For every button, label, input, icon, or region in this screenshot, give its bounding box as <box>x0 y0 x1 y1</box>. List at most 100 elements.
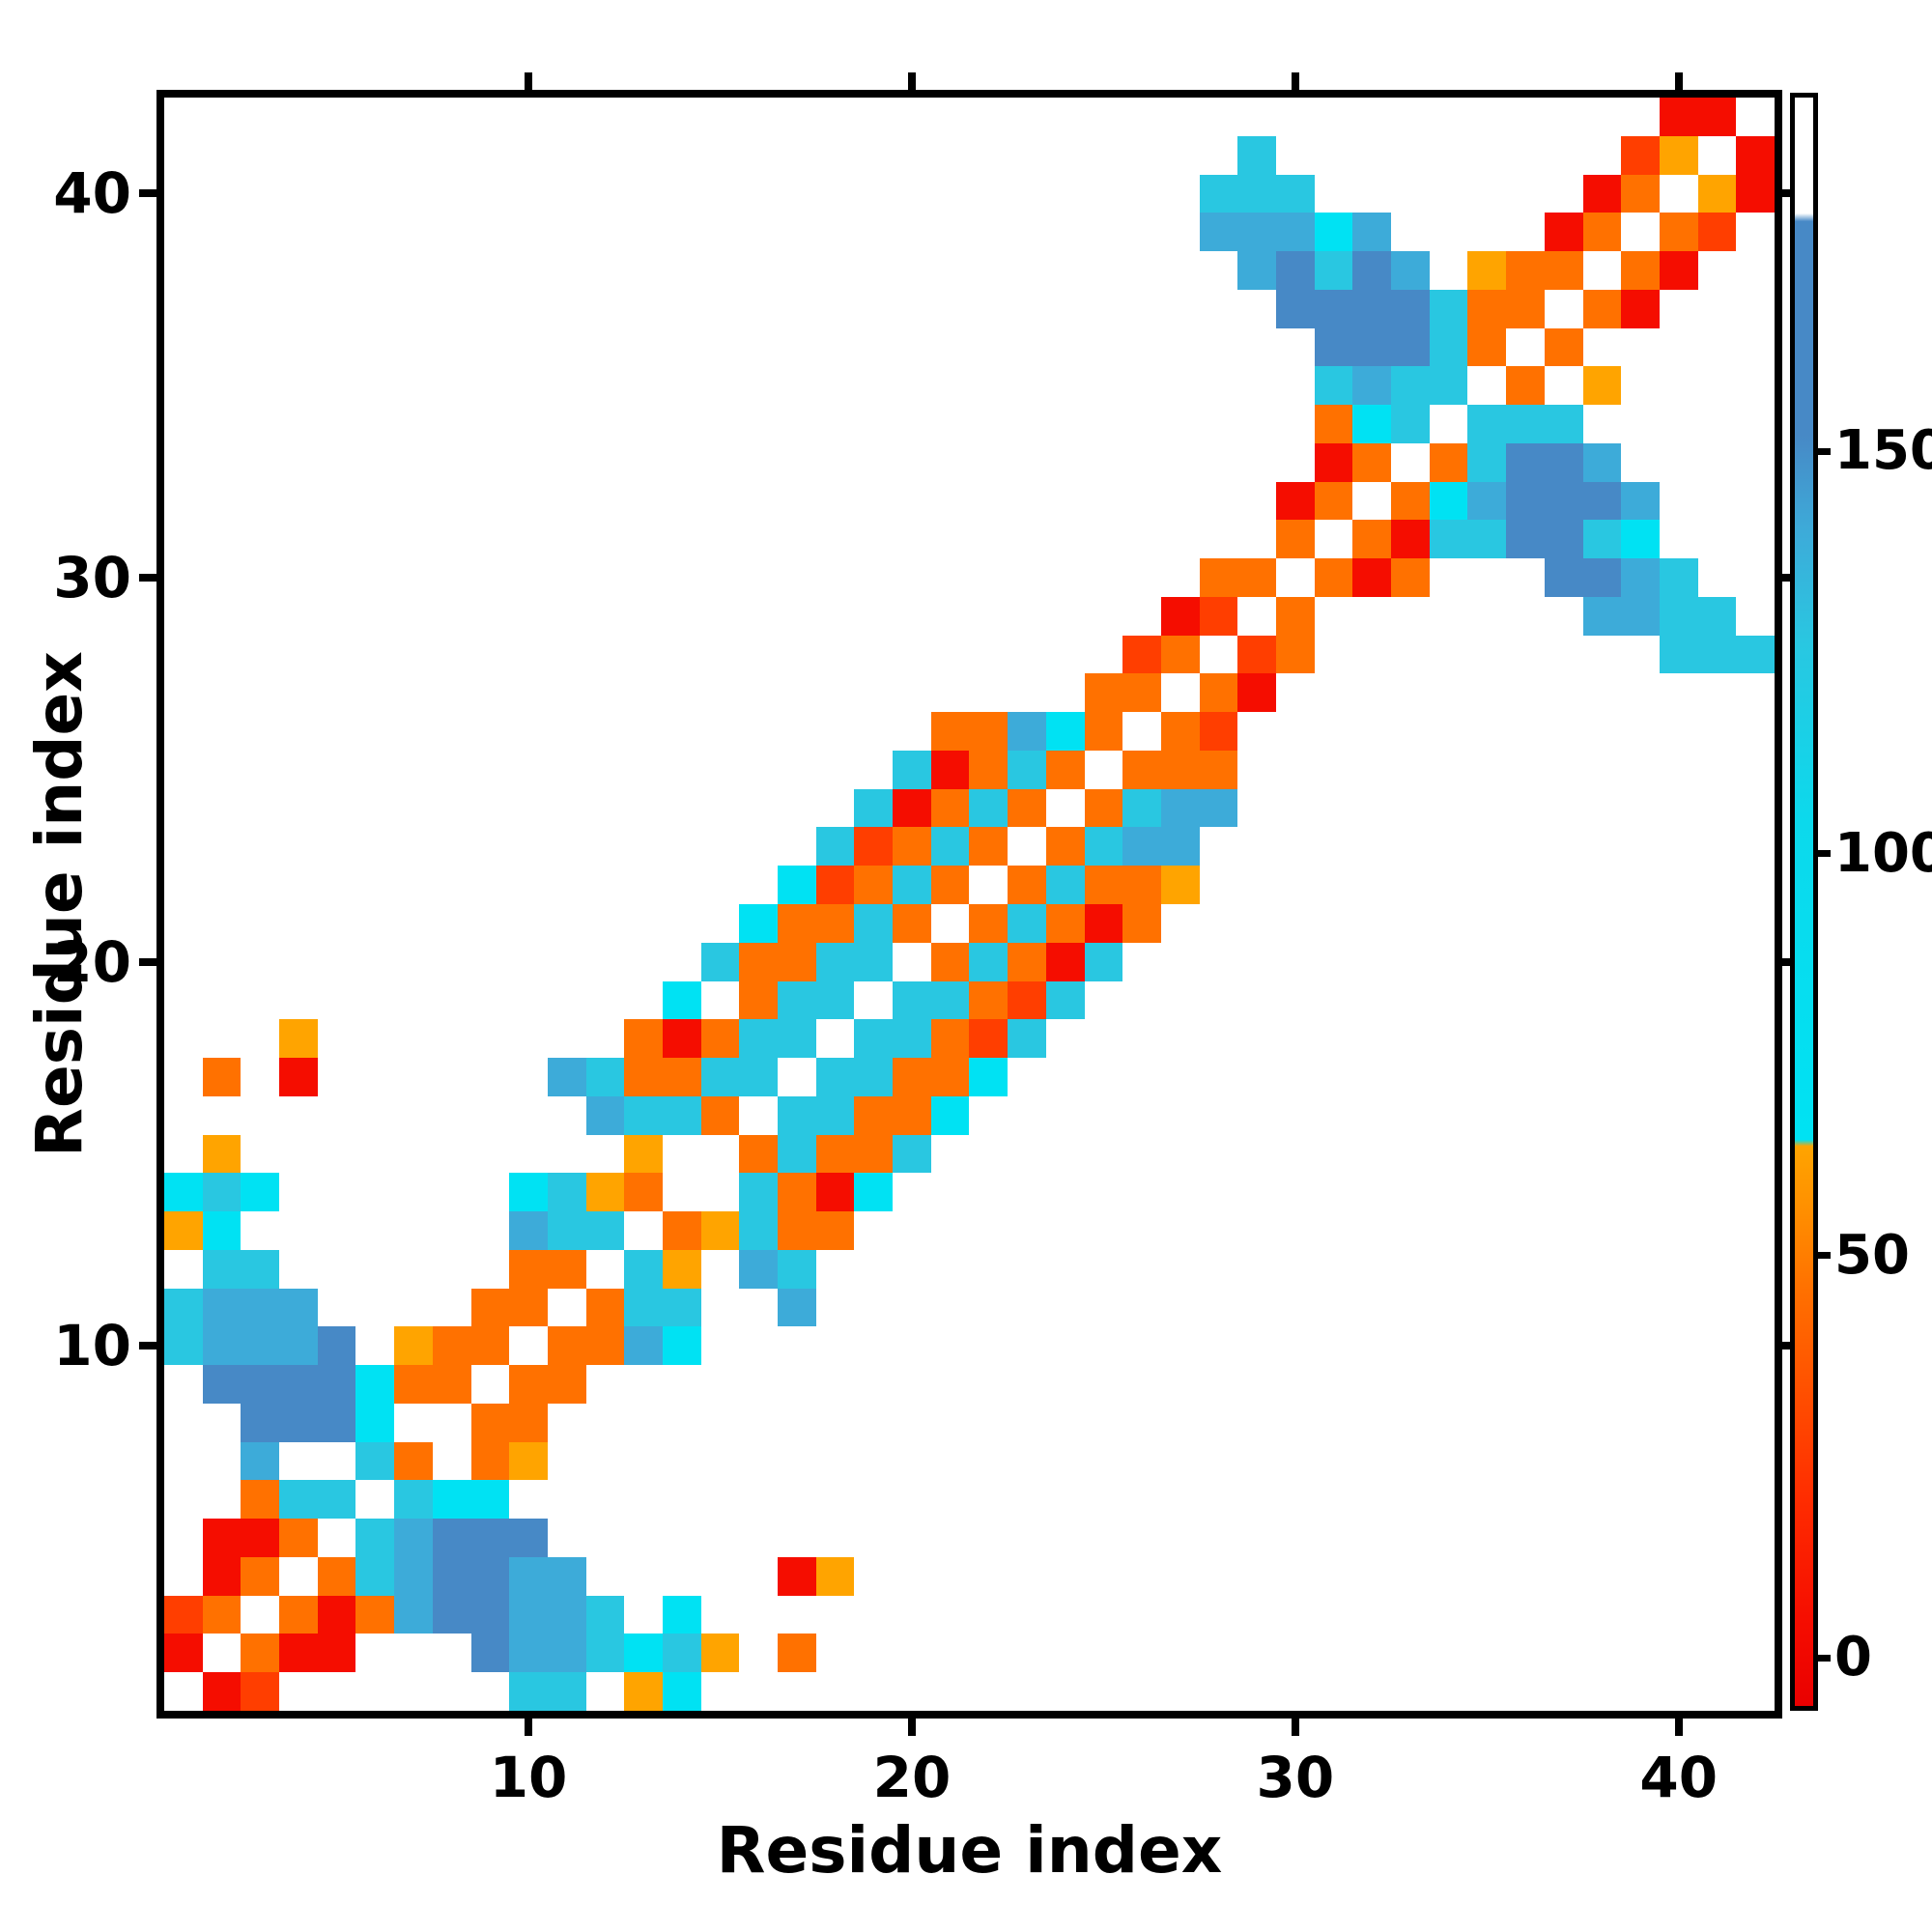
heatmap-cell <box>1430 1096 1468 1135</box>
heatmap-cell <box>1430 1480 1468 1519</box>
heatmap-cell <box>1008 1519 1046 1557</box>
heatmap-cell <box>1430 1519 1468 1557</box>
heatmap-cell <box>1583 1211 1622 1250</box>
heatmap-cell <box>893 1058 931 1096</box>
heatmap-cell <box>203 290 242 328</box>
heatmap-cell <box>816 482 855 521</box>
heatmap-cell <box>509 1519 548 1557</box>
heatmap-cell <box>548 482 586 521</box>
heatmap-cell <box>1276 1672 1315 1711</box>
heatmap-cell <box>1122 1442 1161 1481</box>
heatmap-cell <box>1237 1096 1276 1135</box>
heatmap-cell <box>1352 1019 1391 1058</box>
heatmap-cell <box>624 482 663 521</box>
heatmap-cell <box>739 1173 779 1212</box>
heatmap-cell <box>1276 1289 1315 1327</box>
heatmap-cell <box>1046 443 1085 482</box>
heatmap-cell <box>700 942 740 981</box>
heatmap-cell <box>778 98 816 136</box>
heatmap-cell <box>1237 290 1276 328</box>
heatmap-cell <box>318 1211 356 1250</box>
heatmap-cell <box>318 1672 356 1711</box>
heatmap-cell <box>1697 596 1737 636</box>
heatmap-cell <box>1352 1211 1391 1250</box>
heatmap-cell <box>701 290 740 328</box>
heatmap-cell <box>1621 1096 1660 1135</box>
heatmap-cell <box>1391 1480 1430 1519</box>
heatmap-cell <box>854 251 893 290</box>
heatmap-cell <box>1352 1058 1391 1096</box>
heatmap-cell <box>816 712 855 751</box>
heatmap-cell <box>1391 1519 1430 1557</box>
heatmap-cell <box>241 1365 280 1404</box>
heatmap-cell <box>1545 1326 1583 1365</box>
heatmap-cell <box>471 1173 510 1211</box>
heatmap-cell <box>202 1326 242 1366</box>
heatmap-cell <box>1008 866 1046 904</box>
heatmap-cell <box>1199 174 1238 213</box>
heatmap-cell <box>1122 1289 1161 1327</box>
heatmap-cell <box>164 328 203 367</box>
heatmap-cell <box>1315 1480 1353 1519</box>
heatmap-cell <box>1660 443 1698 482</box>
heatmap-cell <box>164 1173 203 1212</box>
heatmap-cell <box>854 1672 893 1711</box>
heatmap-cell <box>1161 1596 1200 1634</box>
heatmap-cell <box>394 1672 433 1711</box>
heatmap-cell <box>203 1634 242 1672</box>
heatmap-cell <box>1046 1596 1085 1634</box>
heatmap-cell <box>854 1326 893 1365</box>
heatmap-cell <box>547 1672 586 1711</box>
heatmap-cell <box>164 789 203 828</box>
heatmap-cell <box>279 1173 318 1211</box>
heatmap-cell <box>1391 1211 1430 1250</box>
heatmap-cell <box>1200 136 1238 175</box>
colorbar-tick <box>1818 1252 1831 1260</box>
heatmap-cell <box>1276 366 1315 405</box>
heatmap-cell <box>509 1365 548 1404</box>
heatmap-cell <box>1352 1672 1391 1711</box>
heatmap-cell <box>509 251 548 290</box>
heatmap-cell <box>624 1519 663 1557</box>
heatmap-cell <box>1736 751 1775 789</box>
heatmap-cell <box>394 597 433 636</box>
heatmap-cell <box>1736 712 1775 751</box>
axis-tick <box>907 1719 916 1736</box>
heatmap-cell <box>1621 1289 1660 1327</box>
heatmap-cell <box>1736 443 1775 482</box>
heatmap-cell <box>1391 1135 1430 1174</box>
heatmap-cell <box>854 1250 893 1289</box>
heatmap-cell <box>1122 1096 1161 1135</box>
heatmap-cell <box>433 673 471 712</box>
heatmap-cell <box>394 558 433 597</box>
heatmap-cell <box>471 443 510 482</box>
heatmap-cell <box>1237 597 1276 636</box>
heatmap-cell <box>1545 751 1583 789</box>
heatmap-cell <box>1545 866 1583 904</box>
axis-tick <box>139 957 156 966</box>
heatmap-cell <box>969 290 1008 328</box>
colorbar-tick-label: 100 <box>1834 821 1932 885</box>
heatmap-cell <box>1276 174 1315 213</box>
heatmap-cell <box>433 328 471 367</box>
heatmap-cell <box>241 405 279 443</box>
heatmap-cell <box>1660 520 1698 558</box>
heatmap-cell <box>432 1480 471 1520</box>
heatmap-cell <box>1276 1173 1315 1211</box>
heatmap-cell <box>547 1365 586 1404</box>
heatmap-cell <box>279 328 318 367</box>
heatmap-cell <box>355 443 394 482</box>
heatmap-cell <box>586 1519 625 1557</box>
heatmap-cell <box>1237 1058 1276 1096</box>
heatmap-cell <box>433 136 471 175</box>
heatmap-cell <box>969 328 1008 367</box>
heatmap-cell <box>1467 405 1507 443</box>
heatmap-cell <box>279 558 318 597</box>
heatmap-cell <box>586 712 625 751</box>
heatmap-cell <box>739 1134 779 1174</box>
heatmap-cell <box>893 1672 931 1711</box>
heatmap-cell <box>509 1556 548 1596</box>
heatmap-cell <box>1391 251 1430 290</box>
heatmap-cell <box>1621 1019 1660 1058</box>
heatmap-cell <box>1352 636 1391 674</box>
